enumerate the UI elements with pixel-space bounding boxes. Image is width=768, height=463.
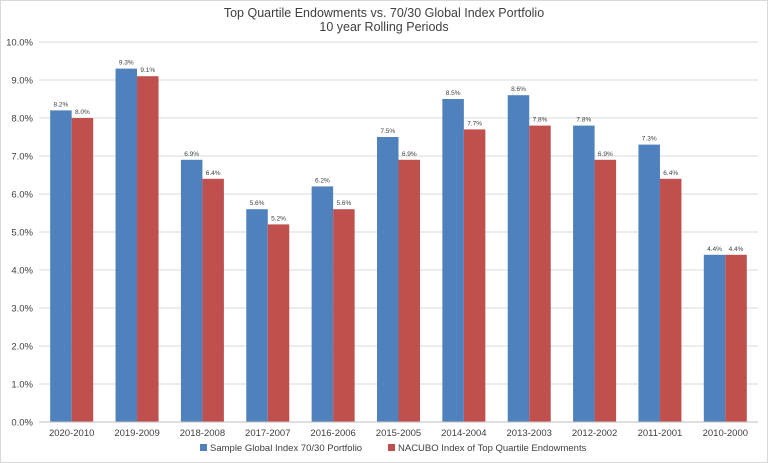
bar: [659, 178, 682, 422]
data-label: 7.8%: [533, 117, 548, 124]
data-label: 4.4%: [729, 246, 744, 253]
y-tick-label: 7.0%: [11, 152, 33, 163]
bar: [180, 159, 203, 423]
bar: [725, 254, 747, 422]
data-label: 7.7%: [467, 120, 482, 127]
bar: [377, 137, 399, 422]
bar: [50, 110, 72, 423]
data-label: 8.6%: [511, 86, 526, 93]
bar: [202, 178, 224, 422]
data-label: 7.3%: [642, 136, 657, 143]
data-label: 8.5%: [446, 90, 461, 97]
data-label: 7.8%: [576, 117, 591, 124]
bar: [267, 224, 290, 422]
data-label: 6.9%: [184, 151, 199, 158]
y-axis: 0.0% 1.0% 2.0% 3.0% 4.0% 5.0% 6.0% 7.0% 8.0% 9.0%…: [6, 38, 33, 429]
data-label: 9.3%: [119, 60, 134, 67]
legend-swatch: [388, 444, 395, 451]
x-tick-label: 2013-2003: [507, 428, 552, 439]
y-tick-label: 2.0%: [11, 342, 33, 353]
bar: [638, 144, 660, 422]
y-tick-label: 9.0%: [11, 76, 33, 87]
data-label: 6.9%: [598, 151, 613, 158]
bar: [333, 209, 355, 422]
x-tick-label: 2012-2002: [572, 428, 617, 439]
x-tick-label: 2015-2005: [376, 428, 421, 439]
y-tick-label: 10.0%: [6, 38, 33, 49]
y-tick-label: 8.0%: [11, 114, 33, 125]
data-label: 6.4%: [663, 170, 678, 177]
x-tick-label: 2011-2001: [638, 428, 683, 439]
data-label: 5.6%: [250, 200, 265, 207]
bar: [573, 125, 595, 422]
bar: [594, 159, 617, 423]
bar: [398, 159, 420, 423]
bar: [463, 129, 486, 422]
y-tick-label: 0.0%: [11, 418, 33, 429]
x-tick-label: 2014-2004: [441, 428, 486, 439]
x-axis: 2020-2010 2019-2009 2018-2008 2017-2007 2016…: [39, 421, 758, 439]
x-tick-label: 2010-2000: [703, 428, 748, 439]
legend: Sample Global Index 70/30 Portfolio NACUB…: [200, 443, 587, 454]
chart-subtitle: 10 year Rolling Periods: [319, 20, 448, 34]
bar: [137, 76, 159, 422]
legend-swatch: [200, 444, 207, 451]
bars: 8.2% 8.0% 9.3% 9.1% 6.9% 6.4% 5.6% 5.2% 6.2% 5.6%…: [50, 60, 747, 423]
data-label: 5.2%: [271, 215, 286, 222]
bar: [507, 95, 530, 422]
gridlines: [39, 41, 758, 385]
y-tick-label: 1.0%: [11, 380, 33, 391]
y-tick-label: 6.0%: [11, 190, 33, 201]
data-label: 4.4%: [707, 246, 722, 253]
data-label: 8.2%: [54, 101, 69, 108]
data-label: 5.6%: [336, 200, 351, 207]
data-label: 9.1%: [140, 67, 155, 74]
data-label: 6.2%: [315, 177, 330, 184]
bar: [246, 209, 268, 422]
legend-label: NACUBO Index of Top Quartile Endowments: [398, 443, 587, 454]
y-tick-label: 3.0%: [11, 304, 33, 315]
bar: [703, 254, 726, 422]
data-label: 6.4%: [206, 170, 221, 177]
bar: [71, 118, 94, 422]
y-tick-label: 5.0%: [11, 228, 33, 239]
bar: [529, 125, 551, 422]
data-label: 7.5%: [380, 128, 395, 135]
bar: [442, 99, 464, 422]
y-tick-label: 4.0%: [11, 266, 33, 277]
x-tick-label: 2019-2009: [114, 428, 159, 439]
bar: [311, 186, 334, 422]
x-tick-label: 2016-2006: [310, 428, 355, 439]
x-tick-label: 2018-2008: [180, 428, 225, 439]
data-label: 6.9%: [402, 151, 417, 158]
x-tick-label: 2017-2007: [245, 428, 290, 439]
legend-label: Sample Global Index 70/30 Portfolio: [210, 443, 362, 454]
bar: [115, 68, 138, 422]
data-label: 8.0%: [75, 109, 90, 116]
x-tick-label: 2020-2010: [49, 428, 94, 439]
chart-title: Top Quartile Endowments vs. 70/30 Global…: [224, 6, 544, 20]
